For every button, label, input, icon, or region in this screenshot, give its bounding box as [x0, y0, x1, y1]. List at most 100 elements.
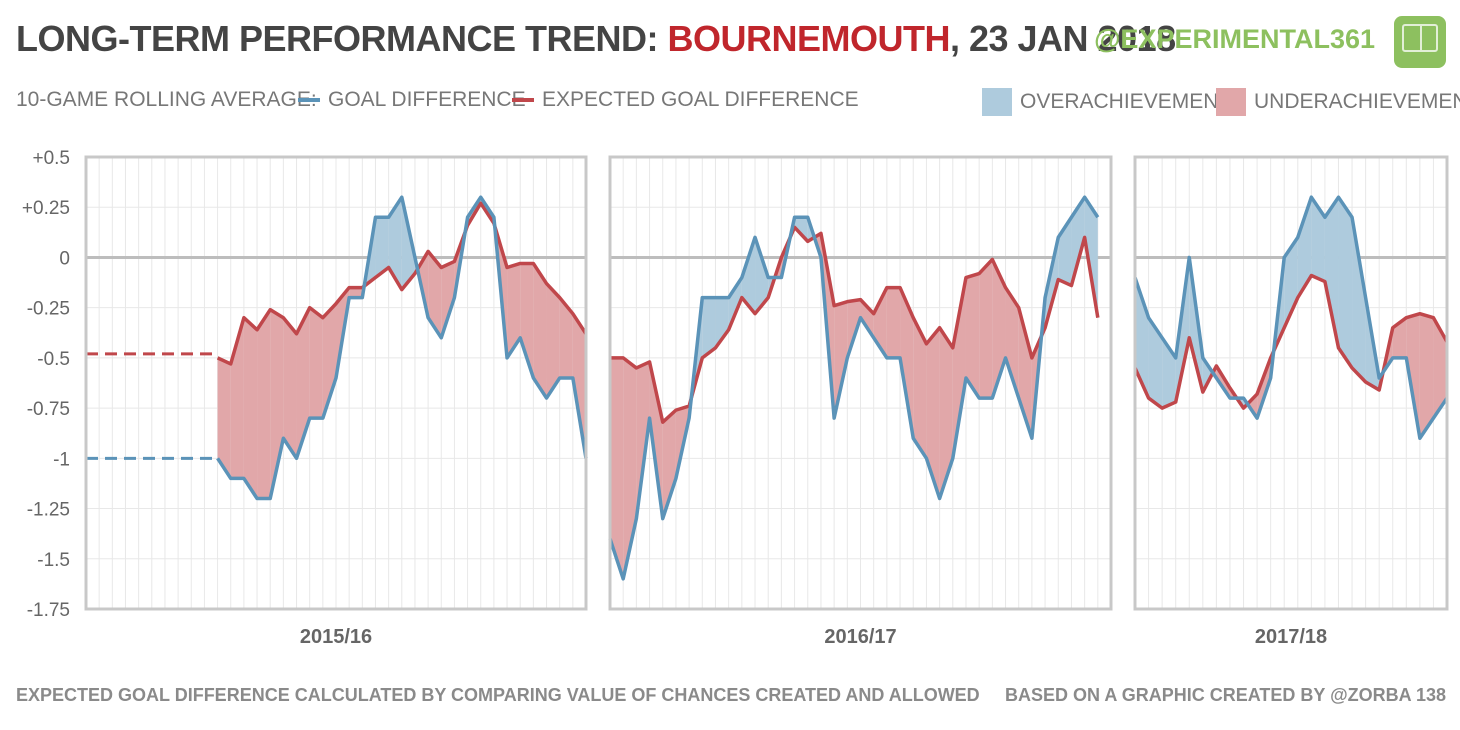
- overachievement-area: [1324, 197, 1339, 348]
- underachievement-area: [283, 317, 297, 459]
- pitch-logo-icon: [1394, 16, 1446, 68]
- overachievement-area: [375, 217, 389, 278]
- panel-background: [1135, 157, 1447, 609]
- underachievement-area: [507, 263, 521, 358]
- xgd-series-line: [1133, 273, 1449, 410]
- legend-over-label: OVERACHIEVEMENT: [1020, 90, 1232, 113]
- underachievement-area: [322, 303, 336, 419]
- panel-border: [608, 155, 1113, 611]
- overachievement-area: [1338, 197, 1353, 368]
- overachievement-area: [715, 297, 729, 348]
- season-panel-2016-17: 2016/17: [608, 155, 1113, 648]
- title-suffix: , 23 JAN 2018: [949, 18, 1176, 59]
- y-tick-label: -1.25: [27, 500, 70, 521]
- page-title: LONG-TERM PERFORMANCE TREND: BOURNEMOUTH…: [16, 18, 1176, 60]
- overachievement-area: [755, 237, 769, 314]
- underachievement-area: [1406, 313, 1420, 439]
- xgd-series-line: [216, 201, 588, 366]
- y-tick-label: +0.25: [22, 198, 70, 219]
- underachievement-area: [965, 273, 980, 399]
- gd-series-line: [216, 195, 588, 501]
- gd-series-line: [608, 195, 1100, 581]
- legend-over: OVERACHIEVEMENT: [982, 88, 1231, 116]
- legend-label: 10-GAME ROLLING AVERAGE:: [16, 88, 317, 111]
- twitter-handle[interactable]: @EXPERIMENTAL361: [1094, 24, 1375, 54]
- underachievement-area: [979, 259, 993, 399]
- panel-border: [84, 155, 588, 611]
- legend-under: UNDERACHIEVEMENT: [1216, 88, 1460, 116]
- title-prefix: LONG-TERM PERFORMANCE TREND:: [16, 18, 668, 59]
- underachievement-area: [309, 307, 323, 419]
- legend-xgd-label: EXPECTED GOAL DIFFERENCE: [542, 88, 859, 111]
- overachievement-area: [702, 297, 716, 358]
- panel-border: [1133, 155, 1449, 611]
- y-tick-label: +0.5: [32, 148, 70, 169]
- legend-gd-label: GOAL DIFFERENCE: [328, 88, 526, 111]
- gd-series-line: [1133, 195, 1449, 440]
- overachievement-area: [728, 277, 742, 330]
- title-team: BOURNEMOUTH: [667, 18, 950, 59]
- overachievement-area: [1148, 317, 1163, 409]
- xgd-line-icon: [512, 98, 534, 102]
- underachievement-area: [636, 361, 650, 519]
- underachievement-area: [559, 297, 573, 378]
- y-tick-label: -0.25: [27, 299, 70, 320]
- underachievement-area: [441, 261, 455, 338]
- overachievement-area: [1311, 197, 1325, 282]
- season-label: 2017/18: [1255, 626, 1327, 648]
- overachievement-area: [1071, 197, 1085, 286]
- underachievement-area: [243, 317, 258, 499]
- season-label: 2015/16: [300, 626, 372, 648]
- underachievement-area: [952, 277, 966, 459]
- season-panel-2015-16: 2015/16: [84, 155, 588, 648]
- underachievement-area: [296, 307, 310, 459]
- underachievement-area: [349, 287, 363, 298]
- underachievement-area: [217, 357, 231, 479]
- overachievement-area: [1284, 237, 1298, 328]
- underachievement-area: [860, 299, 874, 338]
- underachievement-area: [428, 251, 442, 338]
- overachievement-area: [1297, 197, 1312, 298]
- underachievement-area: [546, 283, 560, 399]
- y-tick-label: -1: [53, 449, 70, 470]
- overachievement-area: [741, 237, 756, 314]
- pitch-lines-icon: [1402, 24, 1438, 52]
- y-tick-label: -1.5: [37, 550, 70, 571]
- underachievement-area: [1419, 313, 1434, 439]
- y-tick-label: -1.75: [27, 600, 70, 621]
- underachievement-area: [939, 327, 953, 499]
- footer-credit: BASED ON A GRAPHIC CREATED BY @ZORBA 138: [1005, 685, 1446, 705]
- underachievement-area: [1392, 317, 1407, 358]
- season-panel-2017-18: 2017/18: [1133, 155, 1449, 648]
- underachievement-area: [834, 301, 848, 419]
- underachievement-area: [623, 357, 637, 579]
- legend-xgd: EXPECTED GOAL DIFFERENCE: [512, 88, 859, 112]
- under-swatch-icon: [1216, 88, 1246, 116]
- underachievement-area: [1433, 317, 1447, 419]
- legend-gd: GOAL DIFFERENCE: [298, 88, 526, 112]
- y-tick-label: -0.5: [37, 349, 70, 370]
- underachievement-area: [649, 361, 663, 519]
- underachievement-area: [913, 317, 927, 459]
- footer-note: EXPECTED GOAL DIFFERENCE CALCULATED BY C…: [16, 685, 980, 705]
- underachievement-area: [257, 309, 271, 499]
- legend: 10-GAME ROLLING AVERAGE: GOAL DIFFERENCE…: [16, 88, 1460, 118]
- gd-line-icon: [298, 98, 320, 102]
- underachievement-area: [886, 287, 901, 358]
- overachievement-area: [1352, 217, 1366, 382]
- legend-label-item: 10-GAME ROLLING AVERAGE:: [16, 88, 317, 112]
- underachievement-area: [1005, 287, 1019, 399]
- underachievement-area: [520, 263, 534, 378]
- underachievement-area: [926, 327, 940, 499]
- underachievement-area: [662, 410, 676, 519]
- y-tick-label: -0.75: [27, 399, 70, 420]
- overachievement-area: [388, 197, 402, 290]
- underachievement-area: [900, 287, 914, 439]
- legend-under-label: UNDERACHIEVEMENT: [1254, 90, 1460, 113]
- underachievement-area: [572, 313, 586, 459]
- season-label: 2016/17: [824, 626, 896, 648]
- y-tick-label: 0: [59, 248, 70, 269]
- over-swatch-icon: [982, 88, 1012, 116]
- underachievement-area: [610, 357, 624, 579]
